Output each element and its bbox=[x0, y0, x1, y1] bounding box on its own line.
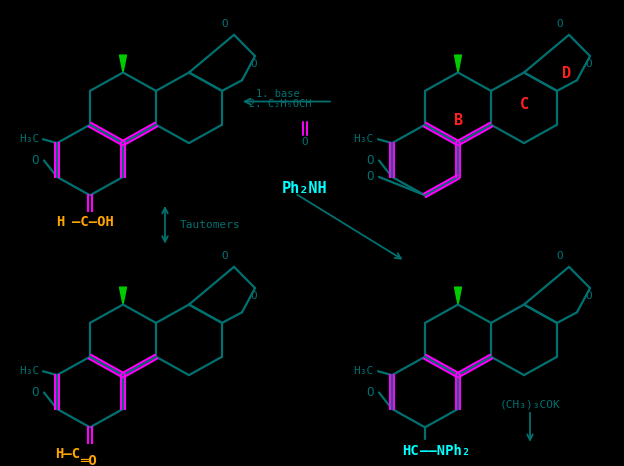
Text: O: O bbox=[366, 171, 374, 184]
Text: O: O bbox=[31, 154, 39, 167]
Polygon shape bbox=[454, 55, 462, 73]
Text: D: D bbox=[562, 66, 572, 81]
Text: (CH₃)₃COK: (CH₃)₃COK bbox=[500, 399, 560, 409]
Text: H₃C: H₃C bbox=[19, 366, 39, 376]
Polygon shape bbox=[120, 55, 127, 73]
Text: O: O bbox=[222, 251, 228, 261]
Text: ═O: ═O bbox=[80, 454, 97, 466]
Text: O: O bbox=[31, 386, 39, 399]
Text: O: O bbox=[301, 137, 308, 147]
Text: O: O bbox=[366, 154, 374, 167]
Text: Tautomers: Tautomers bbox=[180, 220, 241, 230]
Text: 1. base: 1. base bbox=[256, 89, 300, 99]
Text: O: O bbox=[557, 251, 563, 261]
Text: O: O bbox=[366, 386, 374, 399]
Polygon shape bbox=[120, 287, 127, 305]
Text: H₃C: H₃C bbox=[354, 134, 374, 144]
Text: O: O bbox=[586, 59, 592, 69]
Text: H₃C: H₃C bbox=[19, 134, 39, 144]
Text: O: O bbox=[251, 59, 257, 69]
Text: O: O bbox=[251, 291, 257, 301]
Text: O: O bbox=[586, 291, 592, 301]
Text: B: B bbox=[454, 113, 462, 128]
Text: O: O bbox=[557, 19, 563, 29]
Text: —C—OH: —C—OH bbox=[72, 215, 114, 229]
Text: C: C bbox=[519, 97, 529, 112]
Text: H—C: H—C bbox=[55, 447, 80, 461]
Text: O: O bbox=[222, 19, 228, 29]
Text: 2. C₂H₅OCH: 2. C₂H₅OCH bbox=[249, 99, 311, 110]
Text: HC: HC bbox=[402, 444, 419, 458]
Text: ——NPh₂: ——NPh₂ bbox=[420, 444, 470, 458]
Text: H: H bbox=[56, 215, 64, 229]
Text: Ph₂NH: Ph₂NH bbox=[282, 181, 328, 196]
Polygon shape bbox=[454, 287, 462, 305]
Text: H₃C: H₃C bbox=[354, 366, 374, 376]
